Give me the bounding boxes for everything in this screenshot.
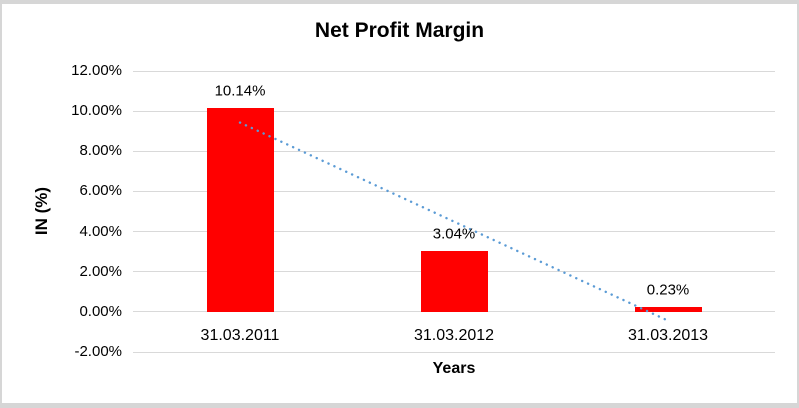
y-axis-tick-label: 10.00% — [71, 102, 122, 120]
bar-value-label: 10.14% — [214, 82, 266, 100]
chart-title: Net Profit Margin — [314, 19, 485, 42]
bar — [420, 250, 488, 312]
y-axis-tick-label: 6.00% — [79, 182, 122, 200]
gridline — [133, 70, 775, 72]
bar — [206, 108, 274, 312]
y-axis-tick-label: -2.00% — [74, 343, 122, 360]
y-axis-title: IN (%) — [32, 186, 51, 236]
x-category-label: 31.03.2013 — [627, 327, 709, 344]
y-axis-tick-label: 8.00% — [79, 142, 122, 160]
y-axis-tick-label: 12.00% — [71, 62, 122, 79]
gridline — [133, 110, 775, 112]
bar-value-label: 0.23% — [646, 281, 690, 299]
x-axis-title: Years — [432, 360, 476, 377]
y-axis-tick-label: 2.00% — [79, 262, 122, 280]
bar-value-label: 3.04% — [432, 225, 476, 243]
x-category-label: 31.03.2011 — [200, 327, 280, 344]
y-axis-tick-label: 0.00% — [79, 302, 122, 320]
y-axis-tick-label: 4.00% — [79, 222, 122, 240]
bar — [634, 307, 702, 312]
x-category-label: 31.03.2012 — [413, 327, 495, 344]
gridline — [133, 351, 775, 353]
